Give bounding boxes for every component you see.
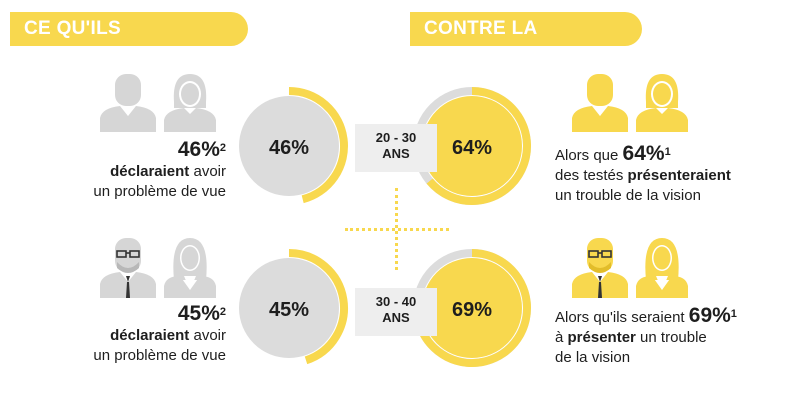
donut-center	[422, 258, 522, 358]
woman-long-hair-icon	[164, 238, 216, 298]
stat-value: 46%	[177, 138, 220, 161]
header-right-title: CONTRE LA RÉALITÉ...	[424, 18, 537, 73]
donut-value-label: 64%	[452, 137, 492, 159]
stat-text: Alors que	[555, 147, 623, 164]
stat-value: 69%	[688, 304, 731, 327]
dotted-divider-vertical	[395, 188, 398, 270]
woman-icon	[636, 74, 688, 132]
stat-text: des testés	[555, 167, 628, 184]
donut-value-label: 45%	[269, 299, 309, 321]
stat-text: avoir	[189, 327, 226, 344]
header-left-banner: CE QU'ILS PENSAIENT...	[10, 12, 248, 73]
man-icon	[100, 74, 156, 132]
man-glasses-icon	[100, 238, 156, 298]
footnote-ref: 2	[219, 306, 226, 318]
stat-verb: présenter	[567, 329, 636, 346]
stat-text: un trouble de la vision	[555, 187, 701, 204]
stat-text: Alors qu'ils seraient	[555, 309, 689, 326]
donut-center	[422, 96, 522, 196]
footnote-ref: 1	[664, 146, 671, 158]
stat-value: 45%	[177, 302, 220, 325]
header-left-title: CE QU'ILS PENSAIENT...	[24, 18, 151, 73]
woman-icon	[164, 74, 216, 132]
age-label-row1: 20 - 30 ANS	[355, 124, 437, 172]
stat-value: 64%	[622, 142, 665, 165]
stat-text: avoir	[189, 163, 226, 180]
stat-verb: déclaraient	[110, 327, 190, 344]
stat-text: un problème de vue	[93, 347, 226, 364]
thought-donut-row2: 45%	[230, 249, 348, 367]
thought-statement-row1: 46%2 déclaraient avoir un problème de vu…	[60, 138, 226, 202]
donut-arc	[417, 249, 531, 367]
woman-long-hair-icon	[636, 238, 688, 298]
thought-statement-row2: 45%2 déclaraient avoir un problème de vu…	[60, 302, 226, 366]
header-right-banner: CONTRE LA RÉALITÉ...	[410, 12, 642, 73]
donut-center	[239, 258, 339, 358]
donut-value-label: 69%	[452, 299, 492, 321]
stat-verb: présenteraient	[627, 167, 731, 184]
stat-text: de la vision	[555, 349, 631, 366]
stat-verb: déclaraient	[110, 163, 190, 180]
stat-text: un problème de vue	[93, 183, 226, 200]
donut-value-label: 46%	[269, 137, 309, 159]
stat-text: à	[555, 329, 568, 346]
donut-arc	[288, 249, 348, 365]
thought-donut-row1: 46%	[230, 87, 348, 205]
footnote-ref: 1	[730, 308, 737, 320]
stat-text: un trouble	[635, 329, 707, 346]
age-unit: ANS	[382, 310, 410, 325]
donut-arc	[426, 87, 531, 205]
man-icon	[572, 74, 628, 132]
footnote-ref: 2	[219, 142, 226, 154]
reality-donut-row2: 69%	[413, 249, 531, 367]
man-glasses-icon	[572, 238, 628, 298]
age-label-row2: 30 - 40 ANS	[355, 288, 437, 336]
age-unit: ANS	[382, 146, 410, 161]
donut-center	[239, 96, 339, 196]
age-range: 20 - 30	[375, 130, 417, 145]
donut-arc	[288, 87, 348, 204]
reality-statement-row2: Alors qu'ils seraient 69%1 à présenter u…	[555, 304, 780, 368]
reality-statement-row1: Alors que 64%1 des testés présenteraient…	[555, 142, 780, 206]
age-range: 30 - 40	[375, 294, 417, 309]
